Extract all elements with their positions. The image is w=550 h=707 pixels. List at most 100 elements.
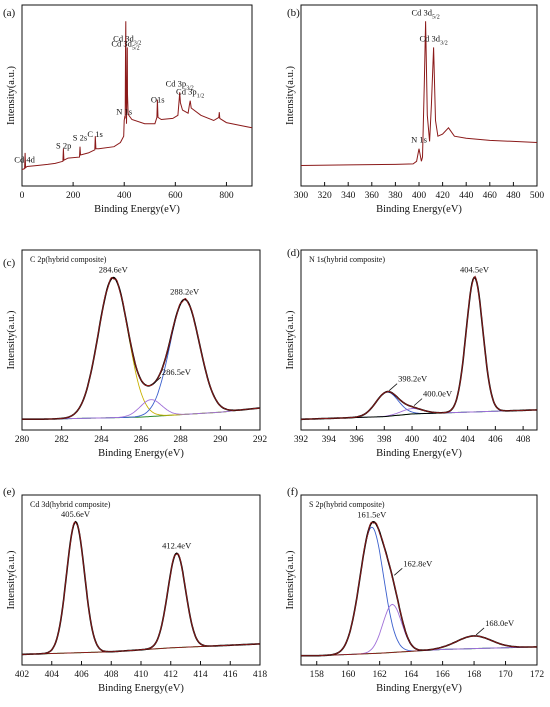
component-line xyxy=(301,277,537,420)
panel-letter: (f) xyxy=(287,486,298,498)
x-tick-label: 404 xyxy=(460,435,475,445)
peak-annotation: O1s xyxy=(151,95,165,105)
x-tick-label: 480 xyxy=(506,191,521,201)
peak-label: 412.4eV xyxy=(162,540,192,550)
component-line xyxy=(22,552,260,655)
x-tick-label: 320 xyxy=(317,191,332,201)
peak-label: 404.5eV xyxy=(460,265,490,275)
x-axis-label: Binding Energy(eV) xyxy=(98,683,184,694)
component-line xyxy=(22,277,261,420)
fit-envelope-line xyxy=(301,276,537,421)
plot-frame xyxy=(300,494,538,666)
survey-line xyxy=(300,21,538,166)
peak-annotation-subscript: 3/2 xyxy=(186,85,194,91)
chart-panel-5: (f) 158 160 162 164 166 168 170 172 Binding Energ… xyxy=(285,486,544,694)
peak-annotation-subscript: 3/2 xyxy=(134,40,142,46)
component-line xyxy=(22,299,261,420)
x-tick-label: 280 xyxy=(15,435,30,445)
x-axis-label: Binding Energy(eV) xyxy=(376,448,462,459)
x-tick-label: 404 xyxy=(45,670,60,680)
peak-annotation: Cd 4d xyxy=(14,155,35,165)
x-axis-label: Binding Energy(eV) xyxy=(376,683,462,694)
peak-arrow xyxy=(475,627,485,636)
x-tick-label: 406 xyxy=(74,670,89,680)
peak-label: 286.5eV xyxy=(162,367,192,377)
x-tick-label: 286 xyxy=(134,435,149,445)
x-tick-label: 440 xyxy=(459,191,474,201)
plot-frame xyxy=(21,4,253,187)
x-tick-label: 414 xyxy=(193,670,208,680)
x-tick-label: 0 xyxy=(20,191,25,201)
x-tick-label: 408 xyxy=(104,670,119,680)
x-tick-label: 340 xyxy=(341,191,356,201)
plot-frame xyxy=(300,4,538,187)
plot-frame xyxy=(21,249,261,431)
data-line xyxy=(301,521,538,657)
x-axis-label: Binding Energy(eV) xyxy=(98,448,184,459)
peak-arrow xyxy=(393,568,403,576)
x-tick-label: 200 xyxy=(66,191,81,201)
x-tick-label: 408 xyxy=(516,435,531,445)
peak-label: 161.5eV xyxy=(357,510,387,520)
plot-frame xyxy=(21,494,261,666)
peak-annotation: Cd 3d5/2 xyxy=(411,7,439,20)
x-tick-label: 392 xyxy=(294,435,309,445)
x-tick-label: 412 xyxy=(164,670,179,680)
y-axis-label: Intensity(a.u.) xyxy=(6,310,17,369)
x-tick-label: 394 xyxy=(322,435,337,445)
x-tick-label: 168 xyxy=(467,670,482,680)
x-tick-label: 284 xyxy=(94,435,109,445)
fit-envelope-line xyxy=(22,276,261,420)
peak-annotation: S 2s xyxy=(73,133,87,143)
panel-letter: (b) xyxy=(287,7,300,19)
x-tick-label: 800 xyxy=(219,191,234,201)
component-line xyxy=(301,526,537,657)
y-axis-label: Intensity(a.u.) xyxy=(285,66,296,125)
x-tick-label: 402 xyxy=(15,670,30,680)
x-tick-label: 166 xyxy=(435,670,450,680)
panel-title: C 2p(hybrid composite) xyxy=(30,255,107,264)
component-line xyxy=(22,399,261,420)
chart-panel-0: (a) 0 200 400 600 800 Binding Energy(eV) Intens… xyxy=(3,4,253,215)
x-tick-label: 402 xyxy=(433,435,448,445)
x-tick-label: 600 xyxy=(168,191,183,201)
background-line xyxy=(22,407,261,420)
chart-panel-2: (c) 280 282 284 286 288 290 292 Binding Energy(e… xyxy=(3,249,267,459)
peak-label: 405.6eV xyxy=(61,509,91,519)
peak-annotation-subscript: 5/2 xyxy=(132,46,140,52)
x-tick-label: 288 xyxy=(174,435,189,445)
x-tick-label: 300 xyxy=(294,191,309,201)
data-line xyxy=(22,277,261,420)
x-tick-label: 418 xyxy=(253,670,268,680)
x-tick-label: 398 xyxy=(377,435,392,445)
panel-letter: (d) xyxy=(287,247,300,259)
peak-annotation: N 1s xyxy=(411,135,427,145)
panel-title: S 2p(hybrid composite) xyxy=(309,500,385,509)
y-axis-label: Intensity(a.u.) xyxy=(285,550,296,609)
component-line xyxy=(301,603,537,657)
x-tick-label: 380 xyxy=(388,191,403,201)
panel-letter: (a) xyxy=(3,7,16,19)
panel-letter: (e) xyxy=(3,486,16,498)
x-tick-label: 360 xyxy=(365,191,380,201)
chart-panel-3: (d) 392 394 396 398 400 402 404 406 408 Binding En… xyxy=(285,247,538,459)
x-tick-label: 160 xyxy=(341,670,356,680)
survey-line xyxy=(21,21,253,171)
peak-label: 400.0eV xyxy=(423,389,453,399)
peak-annotation-subscript: 3/2 xyxy=(440,40,448,46)
y-axis-label: Intensity(a.u.) xyxy=(6,550,17,609)
panel-letter: (c) xyxy=(3,257,16,269)
fit-envelope-line xyxy=(301,520,537,657)
peak-annotation: Cd 3d3/2 xyxy=(420,33,448,46)
x-tick-label: 500 xyxy=(530,191,545,201)
peak-arrow xyxy=(388,383,398,392)
plot-frame xyxy=(300,249,538,431)
peak-annotation: C 1s xyxy=(87,129,102,139)
x-tick-label: 406 xyxy=(488,435,503,445)
x-tick-label: 410 xyxy=(134,670,149,680)
x-tick-label: 460 xyxy=(483,191,498,201)
chart-panel-1: (b) 300 320 340 360 380 400 420 440 460 480 500 Bind… xyxy=(285,4,545,215)
y-axis-label: Intensity(a.u.) xyxy=(6,66,17,125)
x-tick-label: 158 xyxy=(310,670,325,680)
